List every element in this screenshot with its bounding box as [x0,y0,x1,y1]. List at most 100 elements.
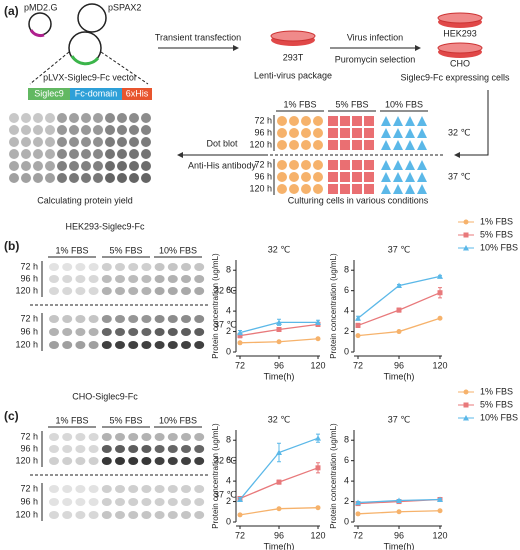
temp-label: 37 ℃ [214,319,237,329]
hour-label: 120 h [249,139,272,149]
culture-well [381,116,391,126]
culture-well [340,116,350,126]
blot-dot [49,445,59,453]
culture-well [364,116,374,126]
marker [315,435,321,441]
blot-dot [167,485,178,493]
culture-well [277,128,287,138]
line-chart: 0 2 4 6 8 72 96 120 Time(h) Protein concentration… [329,216,518,381]
blot-dot [115,263,125,271]
blot-dot [45,113,55,123]
x-tick-label: 72 [353,530,363,540]
blot-dot [129,113,139,123]
blot-dot [115,315,125,323]
blot-dot [194,275,205,283]
fbs-label: 10% FBS [159,245,197,255]
culture-well [393,184,403,194]
blot-dot [33,173,43,183]
hour-label: 96 h [20,273,38,283]
culture-well [393,160,403,170]
blot-dot [69,137,79,147]
blot-dot [81,161,91,171]
blot-dot [167,287,178,295]
y-tick-label: 6 [344,455,349,465]
blot-dot [21,149,31,159]
blot-dot [154,511,165,519]
temp-label: 32 ℃ [214,285,237,295]
y-tick-label: 4 [226,475,231,485]
chart-title: 32 ℃ [268,244,291,254]
blot-dot [21,161,31,171]
blot-dot [62,328,73,336]
hour-label: 96 h [254,127,272,137]
blot-dot [57,137,67,147]
legend-label: 1% FBS [480,216,513,226]
culture-well [313,172,323,182]
blot-dot [21,113,31,123]
culture-well [340,160,350,170]
blot-dot [141,457,152,465]
culture-well [405,160,415,170]
blot-dot [167,511,178,519]
blot-dot [88,275,99,283]
blot-dot [9,149,19,159]
marker [237,496,243,503]
culture-well [340,184,350,194]
x-tick-label: 120 [432,530,447,540]
culture-well [393,128,403,138]
marker [276,319,282,325]
blot-dot [194,445,205,453]
blot-title: CHO-Siglec9-Fc [72,391,138,401]
blot-dot [45,137,55,147]
fbs-label: 10% FBS [385,99,423,109]
blot-dot [115,511,125,519]
culture-well [352,184,362,194]
dishes [270,12,483,58]
blot-dot [88,498,99,506]
blot-dot [115,445,125,453]
culture-well [328,116,338,126]
y-tick-label: 6 [226,285,231,295]
blot-dot [141,485,152,493]
blot-dot [154,287,165,295]
vector-part: 6xHis [126,88,149,98]
blot-dot [181,457,191,465]
y-tick-label: 8 [344,435,349,445]
culture-well [277,116,287,126]
marker [237,340,243,346]
culture-well [417,116,427,126]
blot-dot [49,433,59,441]
hour-label: 96 h [254,171,272,181]
vector-part: Siglec9 [34,88,64,98]
temp-label: 32 ℃ [214,455,237,465]
blot-dot [57,113,67,123]
y-tick-label: 2 [226,326,231,336]
culture-well [352,116,362,126]
culture-well [289,184,299,194]
marker [437,315,443,321]
blot-dot [115,275,125,283]
blot-dot [75,498,86,506]
blot-dot [129,137,139,147]
x-tick-label: 72 [235,360,245,370]
cell-label: 293T [283,52,304,62]
blot-dot [33,113,43,123]
culture-well [405,128,415,138]
blot-dot [167,341,178,349]
culture-well [301,116,311,126]
step-label: Calculating protein yield [37,195,133,205]
marker [355,499,361,506]
hour-label: 120 h [15,455,38,465]
temp-label: 37 ℃ [214,489,237,499]
culture-well [277,172,287,182]
blot-dot [49,315,59,323]
hour-label: 72 h [20,313,38,323]
blot-dot [194,511,205,519]
hour-label: 96 h [20,326,38,336]
temp-label: 32 ℃ [448,127,471,137]
blot-dot [129,149,139,159]
blot-dot [57,149,67,159]
blot-dot [167,445,178,453]
y-tick-label: 8 [226,435,231,445]
blot-dot [141,341,152,349]
